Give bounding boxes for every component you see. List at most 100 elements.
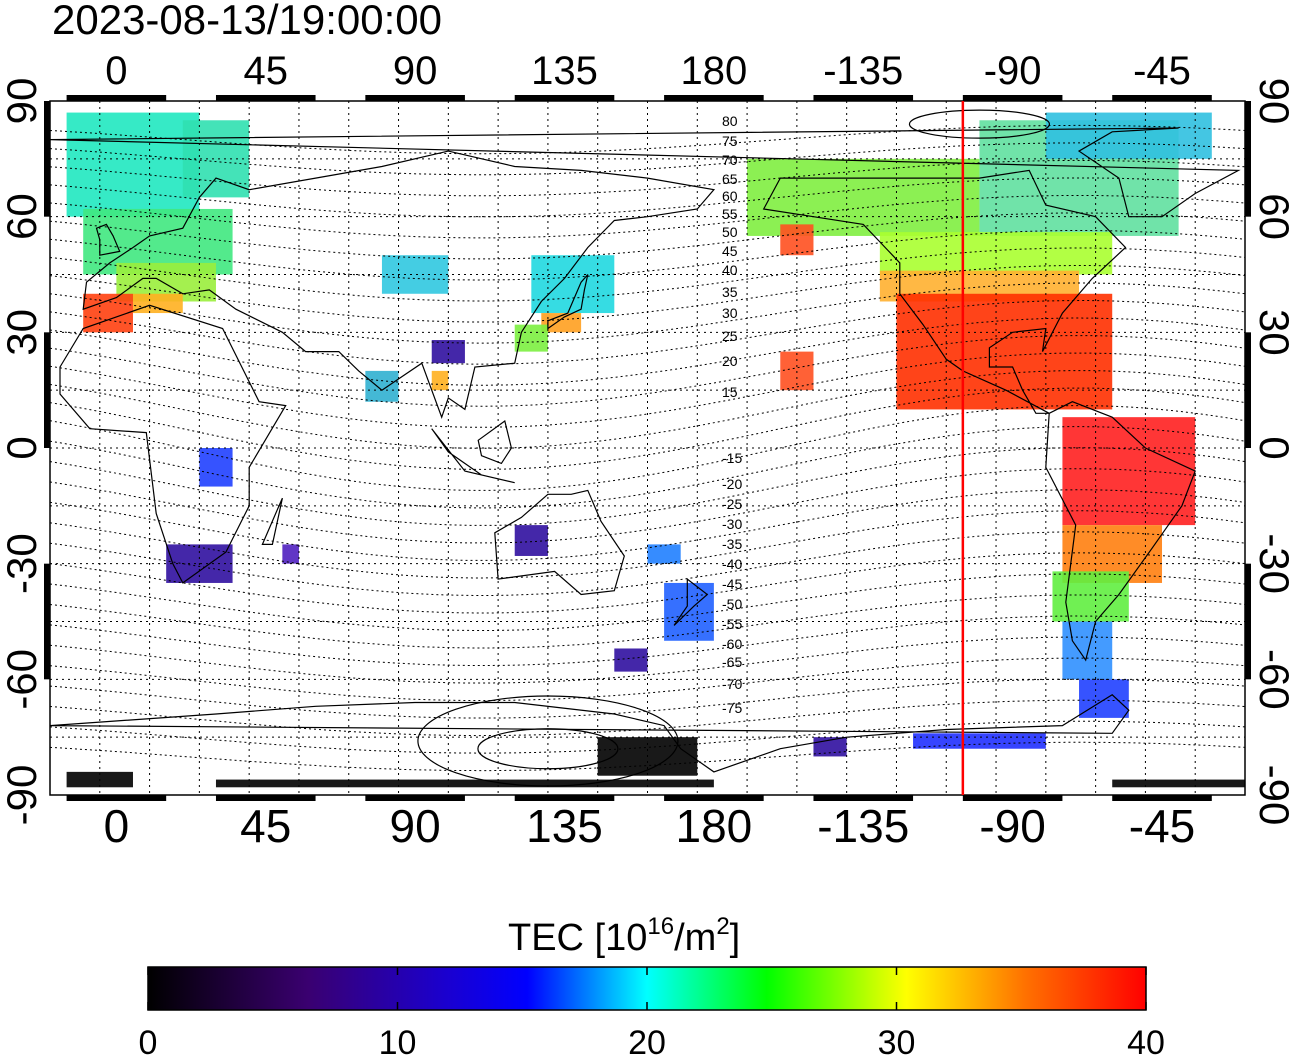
x-tick-label-top: -90 xyxy=(984,49,1042,93)
coastlines xyxy=(50,127,1241,773)
magnetic-contour xyxy=(50,468,1245,544)
tec-patch xyxy=(1062,621,1113,680)
magnetic-contour xyxy=(50,615,1245,666)
y-tick-label-left: -30 xyxy=(0,533,45,594)
magnetic-contour xyxy=(50,510,1245,579)
top-tick-bar xyxy=(1112,95,1212,101)
coastline xyxy=(431,428,515,484)
coastline xyxy=(50,127,1241,218)
magnetic-contour xyxy=(50,636,1245,684)
tec-patch xyxy=(1112,779,1245,788)
contour-label: 55 xyxy=(722,206,738,222)
top-tick-bar xyxy=(365,95,465,101)
contour-label: -45 xyxy=(722,576,742,592)
y-tick-label-right: 60 xyxy=(1251,193,1294,240)
contour-label: -50 xyxy=(722,596,742,612)
x-tick-label-top: 45 xyxy=(244,49,289,93)
coastline xyxy=(762,169,1127,414)
tec-patch xyxy=(66,112,200,217)
north-pole-contour xyxy=(908,109,1051,139)
y-tick-label-right: 0 xyxy=(1251,436,1294,459)
tec-patch xyxy=(199,448,233,487)
magnetic-contour xyxy=(50,317,1245,386)
magnetic-contour xyxy=(50,300,1245,365)
x-tick-label-bottom: -45 xyxy=(1129,800,1195,852)
contour-label: -40 xyxy=(722,556,742,572)
y-tick-label-right: -30 xyxy=(1251,533,1294,594)
colorbar-tick-label: 10 xyxy=(379,1024,417,1057)
coastline xyxy=(59,304,287,584)
y-tick-label-right: -60 xyxy=(1251,649,1294,710)
coastline xyxy=(547,274,589,330)
x-tick-label-top: 135 xyxy=(531,49,598,93)
colorbar-tick-label: 20 xyxy=(628,1024,666,1057)
tec-patch xyxy=(132,293,183,314)
x-axis-bottom-labels: 0 45 90 135 180 -135 -90 -45 xyxy=(104,800,1196,852)
contour-label: -15 xyxy=(722,450,742,466)
coastline xyxy=(1045,401,1196,662)
tec-patch xyxy=(514,525,548,556)
left-tick-bar xyxy=(44,563,50,680)
magnetic-contour xyxy=(50,195,1245,239)
bottom-tick-bar xyxy=(813,795,914,801)
lat-lon-grid xyxy=(50,101,1245,795)
contour-label: 50 xyxy=(722,224,738,240)
coastline xyxy=(50,694,1130,773)
contour-label: 20 xyxy=(722,353,738,369)
top-tick-bar xyxy=(664,95,764,101)
contour-label: -65 xyxy=(722,654,742,670)
x-axis-top-labels: 0 45 90 135 180 -135 -90 -45 xyxy=(105,49,1191,93)
contour-label: 35 xyxy=(722,284,738,300)
x-tick-label-bottom: 90 xyxy=(390,800,441,852)
x-tick-label-top: -135 xyxy=(823,49,903,93)
tec-patch xyxy=(647,544,681,564)
tec-patch xyxy=(747,158,980,236)
contour-label: -25 xyxy=(722,496,742,512)
bottom-tick-bar xyxy=(514,795,615,801)
tec-patch xyxy=(531,255,615,314)
contour-label: 15 xyxy=(722,384,738,400)
tec-patch xyxy=(614,648,648,672)
tec-patch xyxy=(1052,571,1129,622)
tec-patch xyxy=(896,293,1113,410)
x-tick-label-bottom: -90 xyxy=(979,800,1045,852)
colorbar: TEC [1016/m2] 0 10 20 30 40 xyxy=(139,913,1165,1057)
tec-patch xyxy=(1062,417,1196,526)
magnetic-contour xyxy=(50,531,1245,596)
right-tick-bar xyxy=(1245,332,1251,448)
y-tick-label-left: 90 xyxy=(0,78,45,125)
contour-label: 60 xyxy=(722,188,738,204)
y-tick-label-left: -90 xyxy=(0,765,45,826)
bottom-tick-bar xyxy=(215,795,316,801)
magnetic-contour xyxy=(50,212,1245,260)
x-tick-label-top: 90 xyxy=(393,49,438,93)
coastline xyxy=(673,577,709,626)
tec-patch xyxy=(664,582,714,641)
contour-label: 45 xyxy=(722,243,738,259)
top-tick-bar xyxy=(813,95,914,101)
colorbar-ticks: 0 10 20 30 40 xyxy=(139,967,1165,1057)
magnetic-contour xyxy=(50,678,1245,719)
magnetic-contour xyxy=(50,657,1245,701)
coastline xyxy=(477,419,513,465)
x-tick-label-bottom: -135 xyxy=(817,800,909,852)
bottom-tick-bar xyxy=(66,795,167,801)
coastline xyxy=(494,489,625,596)
x-tick-label-bottom: 135 xyxy=(526,800,603,852)
y-tick-label-left: 30 xyxy=(0,309,45,356)
colorbar-tick-label: 30 xyxy=(878,1024,916,1057)
coastline xyxy=(82,150,716,419)
y-tick-label-left: -60 xyxy=(0,649,45,710)
bottom-tick-bar xyxy=(365,795,465,801)
tec-patch xyxy=(431,340,465,364)
coastline xyxy=(261,497,283,545)
magnetic-contour xyxy=(50,247,1245,302)
contour-label: -75 xyxy=(722,700,742,716)
tec-patch xyxy=(913,733,1046,749)
colorbar-title: TEC [1016/m2] xyxy=(508,913,740,959)
top-tick-bar xyxy=(962,95,1063,101)
contour-label: -55 xyxy=(722,616,742,632)
tec-patch xyxy=(541,313,582,333)
